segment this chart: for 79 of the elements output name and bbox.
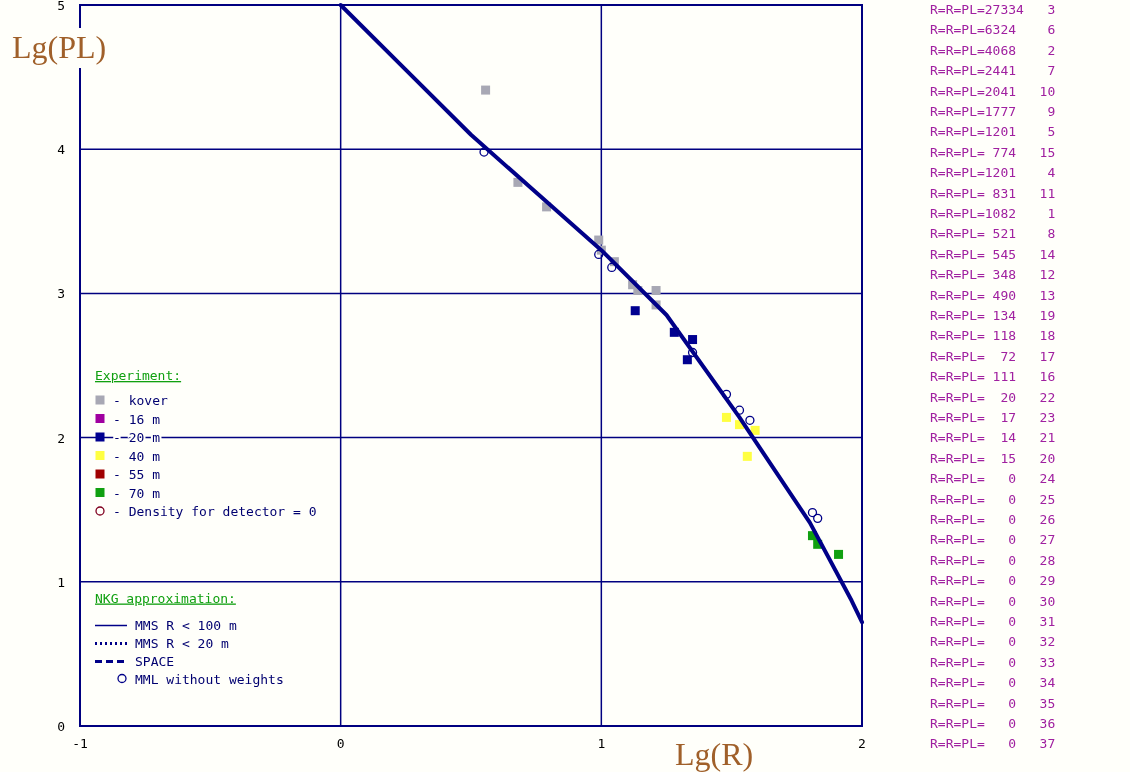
text: R=R=PL= 0 36 [930, 716, 1056, 731]
x-tick-label: 1 [597, 736, 606, 751]
text: R=R=PL= 348 12 [930, 267, 1056, 283]
text: R=R=PL= 134 19 [930, 308, 1056, 323]
legend-label: MML without weights [135, 671, 284, 687]
text: R=R=PL= 0 27 [930, 532, 1056, 548]
point [745, 415, 755, 425]
text: R=R=PL=1201 5 [930, 124, 1056, 140]
x-tick-label: -1 [72, 736, 88, 751]
point [687, 347, 698, 358]
legend-label: - Density for detector = 0 [113, 504, 317, 519]
point [721, 389, 732, 399]
text: R=R=PL= 0 25 [930, 491, 1056, 507]
x-axis-title: Lg(R) [675, 736, 754, 772]
text: R=R=PL=2441 7 [930, 63, 1056, 79]
legend-label: - 55 m [113, 467, 161, 482]
y-tick-label: 4 [57, 142, 66, 158]
point [682, 355, 692, 365]
point [750, 425, 760, 435]
point [721, 412, 731, 422]
text: R=R=PL= 0 26 [930, 512, 1056, 527]
text: R=R=PL= 15 20 [930, 450, 1056, 466]
text: R=R=PL= 490 13 [930, 287, 1056, 303]
text: R=R=PL= 0 34 [930, 675, 1056, 691]
text: R=R=PL= 831 11 [930, 185, 1056, 201]
point [594, 249, 604, 260]
text: R=R=PL=27334 3 [930, 2, 1056, 17]
y-tick-label: 1 [57, 574, 65, 590]
text: R=R=PL= 0 29 [930, 573, 1056, 589]
text: R=R=PL= 0 31 [930, 614, 1056, 629]
text: R=R=PL= 0 37 [930, 736, 1056, 752]
text: R=R=PL=1201 4 [930, 165, 1056, 181]
legend-label: - 40 m [113, 448, 161, 464]
text: R=R=PL= 0 24 [930, 471, 1056, 487]
point [742, 451, 752, 461]
x-tick-label: 2 [858, 736, 866, 751]
point [734, 405, 745, 415]
text: R=R=PL= 14 21 [930, 430, 1056, 446]
text: R=R=PL= 0 35 [930, 695, 1056, 711]
point [688, 335, 698, 345]
text: R=R=PL= 521 8 [930, 226, 1056, 242]
legend-label: - 16 m [113, 411, 161, 427]
text: R=R=PL=1777 9 [930, 104, 1056, 119]
point [651, 286, 661, 296]
point [630, 306, 640, 316]
y-tick-label: 3 [57, 286, 65, 302]
point [813, 513, 823, 523]
point [834, 549, 844, 559]
x-tick-label: 0 [336, 736, 345, 751]
y-tick-label: 5 [57, 0, 65, 13]
text: R=R=PL=2041 10 [930, 83, 1056, 99]
point [607, 262, 617, 273]
legend-label: MMS R < 100 m [135, 617, 237, 633]
point [481, 85, 491, 95]
text: R=R=PL= 0 30 [930, 593, 1056, 609]
text: R=R=PL= 17 23 [930, 410, 1056, 425]
text: R=R=PL= 545 14 [930, 246, 1056, 262]
text: R=R=PL= 72 17 [930, 348, 1056, 364]
text: R=R=PL= 111 16 [930, 369, 1056, 385]
point [479, 147, 489, 157]
y-axis-title: Lg(PL) [12, 29, 107, 65]
annotation: Experiment: [95, 368, 182, 383]
text: R=R=PL= 0 33 [930, 654, 1056, 670]
text: R=R=PL= 118 18 [930, 328, 1056, 344]
legend-label: SPACE [135, 653, 175, 669]
text: R=R=PL=6324 6 [930, 22, 1056, 38]
annotation: NKG approximation: [95, 590, 236, 606]
text: R=R=PL= 0 32 [930, 634, 1056, 650]
text: R=R=PL= 0 28 [930, 552, 1056, 568]
legend-label: MMS R < 20 m [135, 635, 230, 651]
text: R=R=PL=1082 1 [930, 206, 1056, 221]
y-tick-label: 0 [57, 719, 65, 734]
legend-label: - 70 m [113, 485, 161, 501]
legend-label: - kover [113, 393, 168, 408]
y-tick-label: 2 [57, 430, 65, 446]
text: R=R=PL=4068 2 [930, 42, 1056, 58]
text: R=R=PL= 20 22 [930, 389, 1056, 405]
point [807, 507, 818, 518]
text: R=R=PL= 774 15 [930, 144, 1056, 160]
